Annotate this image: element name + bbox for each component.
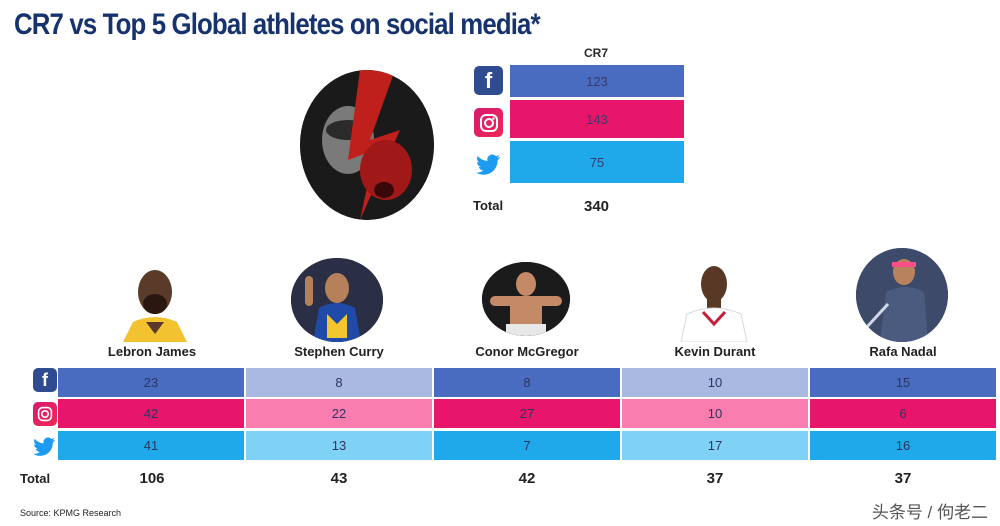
- table-cell: 23: [58, 368, 244, 397]
- curry-twitter: 13: [331, 438, 347, 453]
- mcgregor-total: 42: [518, 470, 536, 487]
- curry-total: 43: [330, 470, 348, 487]
- mcgregor-instagram: 27: [519, 406, 535, 421]
- table-cell: 8: [434, 368, 620, 397]
- curry-portrait: [291, 258, 383, 342]
- cr7-instagram-value: 143: [586, 111, 608, 127]
- mcgregor-twitter: 7: [523, 438, 531, 453]
- durant-facebook: 10: [707, 375, 723, 390]
- curry-facebook: 8: [335, 375, 343, 390]
- durant-instagram: 10: [707, 406, 723, 421]
- table-cell: 15: [810, 368, 996, 397]
- lebron-twitter: 41: [143, 438, 159, 453]
- athlete-name-lebron: Lebron James: [107, 344, 197, 359]
- cr7-facebook-value: 123: [586, 73, 608, 89]
- watermark: 头条号 / 佝老二: [871, 503, 988, 522]
- table-cell: 17: [622, 431, 808, 460]
- table-cell: 6: [810, 399, 996, 428]
- athlete-name-durant: Kevin Durant: [674, 344, 756, 359]
- cr7-total-label: Total: [473, 198, 504, 213]
- lebron-portrait: [118, 262, 192, 342]
- table-cell: 27: [434, 399, 620, 428]
- table-cell: 10: [622, 399, 808, 428]
- lebron-instagram: 42: [143, 406, 159, 421]
- total-label: Total: [20, 471, 51, 486]
- nadal-portrait: [856, 248, 948, 342]
- cr7-instagram-bar: 143: [510, 100, 684, 138]
- nadal-total: 37: [894, 470, 912, 487]
- twitter-icon: [31, 434, 59, 460]
- nadal-twitter: 16: [895, 438, 911, 453]
- cr7-twitter-bar: 75: [510, 141, 684, 183]
- curry-instagram: 22: [331, 406, 347, 421]
- table-cell: 10: [622, 368, 808, 397]
- cr7-facebook-bar: 123: [510, 65, 684, 97]
- cr7-header: CR7: [584, 46, 609, 60]
- chart-title: CR7 vs Top 5 Global athletes on social m…: [14, 8, 541, 41]
- lebron-facebook: 23: [143, 375, 159, 390]
- instagram-icon: [33, 402, 57, 426]
- source-note: Source: KPMG Research: [20, 508, 122, 518]
- cr7-total-value: 340: [584, 198, 610, 215]
- durant-total: 37: [706, 470, 724, 487]
- cr7-portrait-art: [300, 70, 434, 220]
- lebron-total: 106: [139, 470, 165, 487]
- nadal-instagram: 6: [899, 406, 907, 421]
- table-cell: 16: [810, 431, 996, 460]
- twitter-icon: [474, 150, 503, 179]
- nadal-facebook: 15: [895, 375, 911, 390]
- durant-twitter: 17: [707, 438, 723, 453]
- table-cell: 13: [246, 431, 432, 460]
- cr7-twitter-value: 75: [589, 154, 605, 170]
- mcgregor-portrait: [482, 262, 570, 336]
- athlete-name-nadal: Rafa Nadal: [869, 344, 937, 359]
- athlete-name-curry: Stephen Curry: [294, 344, 384, 359]
- instagram-icon: [474, 108, 503, 137]
- athlete-name-mcgregor: Conor McGregor: [475, 344, 579, 359]
- cr7-portrait: [300, 70, 434, 220]
- durant-portrait: [677, 256, 751, 342]
- facebook-icon: f: [33, 368, 57, 392]
- table-cell: 42: [58, 399, 244, 428]
- table-cell: 7: [434, 431, 620, 460]
- mcgregor-facebook: 8: [523, 375, 531, 390]
- table-cell: 22: [246, 399, 432, 428]
- facebook-icon: f: [474, 66, 503, 95]
- table-cell: 41: [58, 431, 244, 460]
- table-cell: 8: [246, 368, 432, 397]
